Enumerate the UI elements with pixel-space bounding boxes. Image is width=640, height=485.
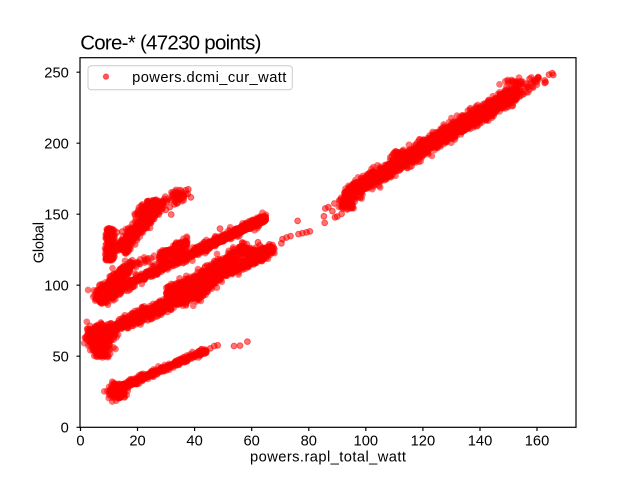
svg-text:powers.rapl_total_watt: powers.rapl_total_watt	[250, 449, 406, 465]
svg-text:Core-* (47230 points): Core-* (47230 points)	[80, 31, 261, 54]
svg-text:80: 80	[301, 434, 317, 450]
svg-text:140: 140	[468, 434, 493, 450]
svg-text:150: 150	[44, 207, 69, 223]
svg-text:50: 50	[52, 349, 68, 365]
svg-text:0: 0	[76, 434, 84, 450]
svg-text:0: 0	[61, 421, 69, 437]
svg-text:100: 100	[44, 278, 69, 294]
svg-text:powers.dcmi_cur_watt: powers.dcmi_cur_watt	[132, 70, 286, 86]
svg-text:40: 40	[186, 434, 202, 450]
svg-text:60: 60	[244, 434, 260, 450]
svg-text:100: 100	[354, 434, 379, 450]
svg-text:Global: Global	[32, 222, 48, 263]
svg-text:250: 250	[44, 65, 69, 81]
svg-text:200: 200	[44, 136, 69, 152]
svg-text:120: 120	[411, 434, 436, 450]
svg-text:20: 20	[129, 434, 145, 450]
svg-text:160: 160	[525, 434, 550, 450]
